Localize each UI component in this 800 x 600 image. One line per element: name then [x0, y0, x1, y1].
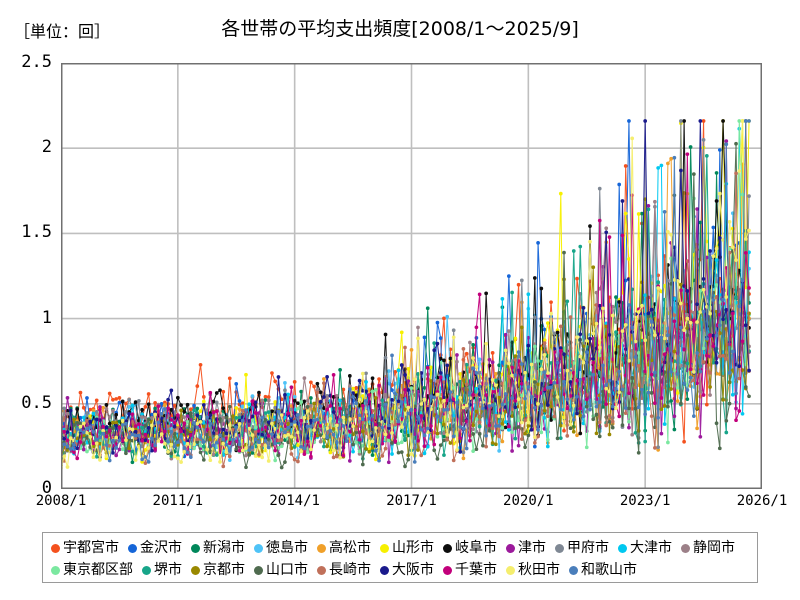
legend-item-長崎市[interactable]: 長崎市: [317, 563, 371, 577]
legend-label: 徳島市: [266, 540, 308, 556]
legend-label: 秋田市: [518, 562, 560, 578]
x-tick-label: 2011/1: [152, 493, 204, 509]
legend-label: 和歌山市: [581, 562, 637, 578]
legend-marker-icon: [51, 565, 60, 575]
legend-item-金沢市[interactable]: 金沢市: [128, 541, 182, 555]
legend-item-高松市[interactable]: 高松市: [317, 541, 371, 555]
legend-label: 千葉市: [455, 562, 497, 578]
legend-item-津市[interactable]: 津市: [506, 541, 546, 555]
y-tick-label: 2.5: [21, 52, 52, 72]
legend-label: 大津市: [630, 540, 672, 556]
legend-marker-icon: [506, 543, 515, 553]
x-tick-label: 2017/1: [386, 493, 437, 509]
y-tick-label: 0.5: [21, 392, 52, 413]
x-tick-label: 2014/1: [269, 493, 320, 509]
page-title: 各世帯の平均支出頻度[2008/1～2025/9]: [221, 18, 579, 40]
legend-label: 金沢市: [140, 540, 182, 556]
legend-item-山口市[interactable]: 山口市: [254, 563, 308, 577]
legend-item-山形市[interactable]: 山形市: [380, 541, 434, 555]
plot-svg: [61, 63, 762, 489]
legend-item-宇都宮市[interactable]: 宇都宮市: [51, 541, 119, 555]
legend-marker-icon: [618, 543, 627, 553]
legend-label: 甲府市: [567, 540, 609, 556]
legend-label: 長崎市: [329, 562, 371, 578]
legend-item-東京都区部[interactable]: 東京都区部: [51, 563, 133, 577]
legend-item-千葉市[interactable]: 千葉市: [443, 563, 497, 577]
legend-marker-icon: [569, 565, 578, 575]
legend-label: 新潟市: [203, 540, 245, 556]
legend-item-岐阜市[interactable]: 岐阜市: [443, 541, 497, 555]
legend-marker-icon: [380, 543, 389, 553]
legend-label: 堺市: [154, 562, 182, 578]
legend-label: 東京都区部: [63, 562, 133, 578]
legend-label: 大阪市: [392, 562, 434, 578]
legend-item-甲府市[interactable]: 甲府市: [555, 541, 609, 555]
y-tick-label: 2: [41, 137, 52, 158]
plot-area: [61, 63, 762, 489]
legend-label: 高松市: [329, 540, 371, 556]
legend-marker-icon: [191, 565, 200, 575]
legend-item-新潟市[interactable]: 新潟市: [191, 541, 245, 555]
x-tick-label: 2008/1: [35, 493, 87, 509]
legend-row-1: 宇都宮市 金沢市 新潟市 徳島市 高松市 山形市 岐阜市 津市 甲府市 大津市 静岡市: [51, 537, 751, 559]
legend-label: 宇都宮市: [63, 540, 119, 556]
legend-label: 岐阜市: [455, 540, 497, 556]
legend-item-京都市[interactable]: 京都市: [191, 563, 245, 577]
x-tick-label: 2026/1: [736, 493, 788, 509]
legend-marker-icon: [380, 565, 389, 575]
legend-label: 山口市: [266, 562, 308, 578]
legend-item-秋田市[interactable]: 秋田市: [506, 563, 560, 577]
legend-marker-icon: [128, 543, 137, 553]
y-tick-label: 1: [41, 307, 52, 328]
chart-legend: 宇都宮市 金沢市 新潟市 徳島市 高松市 山形市 岐阜市 津市 甲府市 大津市 静岡市 東京都区部 堺…: [42, 532, 758, 583]
x-tick-label: 2020/1: [503, 493, 554, 509]
legend-marker-icon: [254, 565, 263, 575]
legend-label: 静岡市: [693, 540, 735, 556]
legend-row-2: 東京都区部 堺市 京都市 山口市 長崎市 大阪市 千葉市 秋田市 和歌山市: [51, 559, 751, 581]
x-tick-label: 2023/1: [619, 493, 671, 509]
legend-label: 京都市: [203, 562, 245, 578]
unit-label: ［単位：回］: [14, 22, 111, 41]
legend-item-徳島市[interactable]: 徳島市: [254, 541, 308, 555]
legend-marker-icon: [555, 543, 564, 553]
legend-marker-icon: [254, 543, 263, 553]
legend-marker-icon: [51, 543, 60, 553]
legend-marker-icon: [681, 543, 690, 553]
legend-item-堺市[interactable]: 堺市: [142, 563, 182, 577]
legend-label: 津市: [518, 540, 546, 556]
legend-marker-icon: [443, 543, 452, 553]
legend-marker-icon: [191, 543, 200, 553]
legend-marker-icon: [506, 565, 515, 575]
legend-marker-icon: [142, 565, 151, 575]
legend-item-大津市[interactable]: 大津市: [618, 541, 672, 555]
y-tick-label: 0: [41, 478, 52, 498]
y-tick-label: 1.5: [21, 222, 52, 243]
series-和歌山市: [61, 119, 751, 464]
legend-item-和歌山市[interactable]: 和歌山市: [569, 563, 637, 577]
legend-item-大阪市[interactable]: 大阪市: [380, 563, 434, 577]
legend-marker-icon: [443, 565, 452, 575]
legend-marker-icon: [317, 543, 326, 553]
legend-label: 山形市: [392, 540, 434, 556]
legend-marker-icon: [317, 565, 326, 575]
legend-item-静岡市[interactable]: 静岡市: [681, 541, 735, 555]
